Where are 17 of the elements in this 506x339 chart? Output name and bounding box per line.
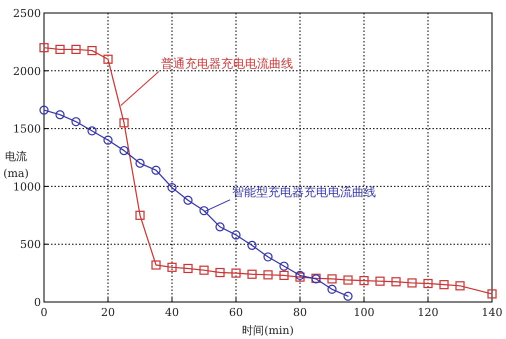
y-tick-label: 2000 [13, 64, 41, 78]
x-tick-label: 20 [101, 306, 115, 319]
y-tick-label: 1000 [13, 180, 41, 194]
y-tick-label: 500 [20, 238, 41, 252]
x-tick-label: 40 [165, 306, 179, 319]
x-tick-label: 100 [354, 306, 374, 319]
y-tick-label: 2500 [13, 7, 41, 20]
x-axis-title: 时间(min) [242, 324, 294, 337]
x-tick-label: 140 [482, 306, 502, 319]
annotation: 智能型充电器充电电流曲线 [232, 184, 376, 199]
x-tick-label: 60 [229, 306, 243, 319]
y-tick-label: 1500 [13, 122, 41, 136]
annotation: 普通充电器充电电流曲线 [160, 56, 293, 70]
y-tick-label: 0 [34, 296, 41, 309]
y-axis-title: 电流 (ma) [3, 150, 29, 180]
x-tick-label: 120 [418, 306, 438, 319]
x-tick-label: 80 [293, 306, 307, 319]
